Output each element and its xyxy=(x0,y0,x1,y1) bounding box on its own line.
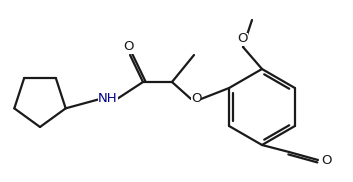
Text: O: O xyxy=(191,92,201,106)
Text: O: O xyxy=(321,153,331,167)
Text: O: O xyxy=(238,33,248,46)
Text: NH: NH xyxy=(98,92,118,106)
Text: O: O xyxy=(124,41,134,54)
